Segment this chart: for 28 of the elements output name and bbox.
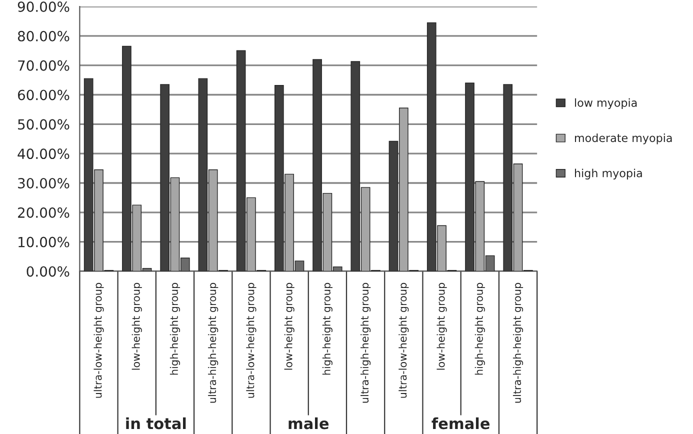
x-tick-label: high-height group bbox=[322, 282, 332, 375]
x-tick-label: high-height group bbox=[170, 282, 180, 375]
x-tick-label: low-height group bbox=[284, 282, 294, 370]
x-tick-label: ultra-high-height group bbox=[208, 282, 218, 403]
legend-label: moderate myopia bbox=[575, 134, 672, 144]
y-tick-label: 0.00% bbox=[26, 266, 70, 277]
text: in total bbox=[126, 417, 186, 430]
x-tick-label: ultra-low-height group bbox=[246, 282, 256, 398]
x-tick-label: ultra-low-height group bbox=[398, 282, 409, 398]
y-tick-label: 20.00% bbox=[18, 207, 70, 218]
y-tick-label: 30.00% bbox=[18, 178, 70, 188]
y-tick-label: 40.00% bbox=[18, 148, 70, 160]
legend-label: high myopia bbox=[575, 168, 642, 180]
x-tick-label: low-height group bbox=[436, 282, 447, 370]
y-tick-label: 80.00% bbox=[18, 30, 70, 42]
y-tick-label: 50.00% bbox=[18, 119, 70, 130]
legend-label: low myopia bbox=[575, 98, 637, 110]
text: female bbox=[432, 417, 490, 430]
x-tick-label: high-height group bbox=[474, 282, 485, 375]
y-tick-label: 90.00% bbox=[18, 1, 70, 12]
x-tick-label: ultra-high-height group bbox=[360, 282, 371, 403]
y-tick-label: 60.00% bbox=[18, 90, 70, 100]
x-tick-label: low-height group bbox=[132, 282, 142, 370]
x-tick-label: ultra-low-height group bbox=[94, 282, 104, 398]
y-tick-label: 70.00% bbox=[18, 60, 70, 71]
y-tick-label: 10.00% bbox=[18, 236, 70, 248]
text: male bbox=[288, 417, 329, 430]
x-tick-label: ultra-high-height group bbox=[512, 282, 524, 403]
